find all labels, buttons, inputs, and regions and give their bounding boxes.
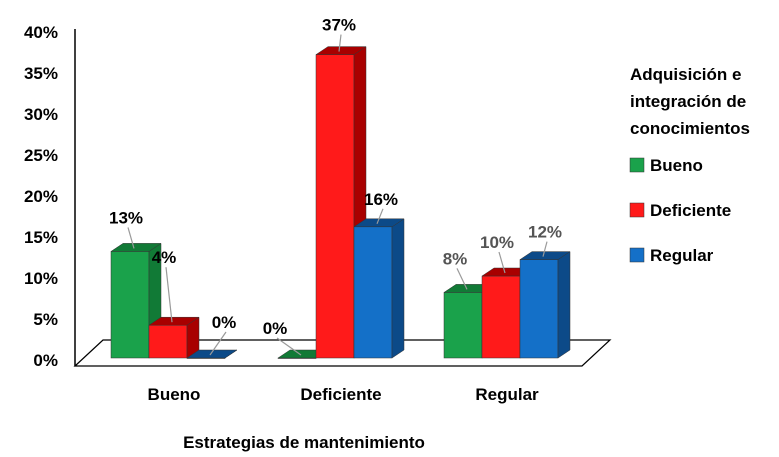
legend-title: Adquisición e (630, 65, 741, 84)
bar-bueno-regular (186, 349, 238, 359)
legend-swatch (629, 157, 645, 173)
bars (110, 46, 571, 359)
y-tick-label: 10% (24, 269, 58, 288)
x-category-label: Deficiente (300, 385, 381, 404)
data-label: 8% (443, 249, 468, 268)
bar-front (148, 324, 188, 359)
bar-side (391, 218, 405, 359)
y-tick-label: 35% (24, 64, 58, 83)
bar-top (315, 46, 367, 55)
data-label: 37% (322, 16, 356, 35)
data-label: 10% (480, 233, 514, 252)
leader-line (456, 268, 468, 290)
bar-bueno-bueno (110, 242, 162, 359)
data-labels: 13% 4% 0% 0% 37% 16% 8% 10% 12% (109, 16, 562, 338)
label-leader-lines (127, 34, 548, 356)
bar-top (148, 316, 200, 326)
data-label: 4% (152, 248, 177, 267)
bar-side (557, 251, 571, 359)
bar-top (353, 218, 405, 228)
bar-deficiente-regular (353, 218, 405, 359)
x-category-label: Regular (475, 385, 539, 404)
x-axis-title: Estrategias de mantenimiento (183, 433, 425, 452)
bar-front (315, 54, 355, 359)
legend-swatch (629, 202, 645, 218)
legend: Adquisición e integración de conocimientos… (629, 65, 750, 265)
legend-entry: Bueno (650, 156, 703, 175)
bar-front (519, 259, 559, 359)
bar-bueno-deficiente (148, 316, 200, 359)
leader-line (127, 227, 135, 249)
data-label: 12% (528, 223, 562, 242)
y-tick-label: 25% (24, 146, 58, 165)
legend-entry: Deficiente (650, 201, 731, 220)
bar-front (481, 275, 521, 359)
bar-front (353, 226, 393, 359)
y-tick-label: 0% (33, 351, 58, 370)
leader-line (376, 208, 384, 225)
leader-line (209, 331, 227, 356)
legend-title: conocimientos (630, 119, 750, 138)
bar-top (519, 251, 571, 260)
x-category-label: Bueno (148, 385, 201, 404)
bar-top (110, 243, 162, 252)
leader-line (542, 241, 548, 257)
bar-front (110, 251, 150, 359)
y-tick-label: 15% (24, 228, 58, 247)
legend-entry: Regular (650, 246, 714, 265)
data-label: 0% (263, 319, 288, 338)
bar-regular-regular (519, 251, 571, 359)
data-label: 13% (109, 208, 143, 227)
leader-line (498, 251, 506, 274)
data-label: 16% (364, 190, 398, 209)
y-axis: 0% 5% 10% 15% 20% 25% 30% 35% 40% (24, 23, 76, 370)
legend-title: integración de (630, 92, 746, 111)
leader-line (165, 267, 173, 323)
y-tick-label: 30% (24, 105, 58, 124)
leader-line (276, 337, 302, 356)
x-axis-categories: Bueno Deficiente Regular (148, 385, 539, 404)
bar-front (443, 292, 483, 359)
bar-top (186, 349, 238, 359)
y-tick-label: 5% (33, 310, 58, 329)
y-tick-label: 40% (24, 23, 58, 42)
legend-swatch (629, 247, 645, 263)
leader-line (338, 34, 342, 52)
y-tick-label: 20% (24, 187, 58, 206)
data-label: 0% (212, 313, 237, 332)
